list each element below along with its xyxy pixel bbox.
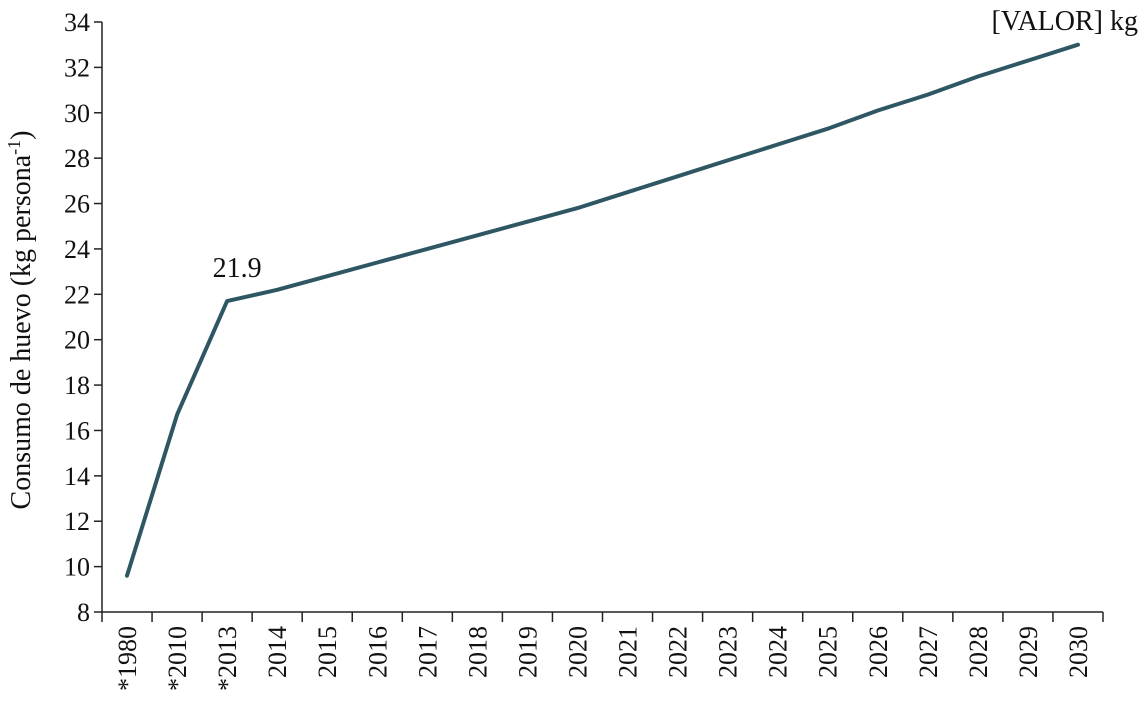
x-tick-label: 2030 <box>1064 626 1093 678</box>
x-tick-label: 2014 <box>263 626 292 678</box>
x-tick-label: 2021 <box>614 626 643 678</box>
x-tick-label: 2022 <box>664 626 693 678</box>
y-tick-label: 16 <box>64 416 90 445</box>
x-tick-label: *2013 <box>213 626 242 691</box>
axes-layer <box>94 22 1103 622</box>
y-tick-label: 10 <box>64 553 90 582</box>
x-tick-label: 2029 <box>1014 626 1043 678</box>
x-tick-label: 2020 <box>563 626 592 678</box>
y-tick-label: 20 <box>64 326 90 355</box>
x-tick-label: 2025 <box>814 626 843 678</box>
x-tick-label: 2017 <box>413 626 442 678</box>
y-tick-label: 24 <box>64 235 90 264</box>
x-tick-label: 2016 <box>363 626 392 678</box>
x-tick-label: 2028 <box>964 626 993 678</box>
x-tick-label: 2023 <box>714 626 743 678</box>
x-tick-label: 2026 <box>864 626 893 678</box>
y-tick-label: 8 <box>77 598 90 627</box>
x-tick-label: *2010 <box>163 626 192 691</box>
y-tick-label: 30 <box>64 99 90 128</box>
x-tick-label: *1980 <box>113 626 142 691</box>
y-tick-label: 28 <box>64 144 90 173</box>
y-tick-label: 32 <box>64 53 90 82</box>
data-label: 21.9 <box>213 253 262 284</box>
y-tick-label: 18 <box>64 371 90 400</box>
y-tick-label: 12 <box>64 507 90 536</box>
x-tick-label: 2024 <box>764 626 793 678</box>
x-tick-label: 2018 <box>463 626 492 678</box>
y-axis-title: Consumo de huevo (kg persona-1) <box>4 131 37 510</box>
x-tick-label: 2019 <box>513 626 542 678</box>
x-tick-labels: *1980 *2010 *2013 2014 2015 2016 2017 2018 2019 2… <box>113 626 1093 691</box>
series-layer <box>127 45 1078 576</box>
y-tick-label: 14 <box>64 462 90 491</box>
x-tick-label: 2027 <box>914 626 943 678</box>
series-line <box>127 45 1078 576</box>
y-tick-label: 22 <box>64 280 90 309</box>
y-tick-label: 26 <box>64 190 90 219</box>
data-label: [VALOR] kg <box>992 6 1138 37</box>
y-tick-label: 34 <box>64 8 90 37</box>
y-tick-labels: 8 10 12 14 16 18 20 22 24 26 28 30 32 34 <box>64 8 90 627</box>
x-tick-label: 2015 <box>313 626 342 678</box>
annotations: 21.9 [VALOR] kg <box>213 6 1138 284</box>
